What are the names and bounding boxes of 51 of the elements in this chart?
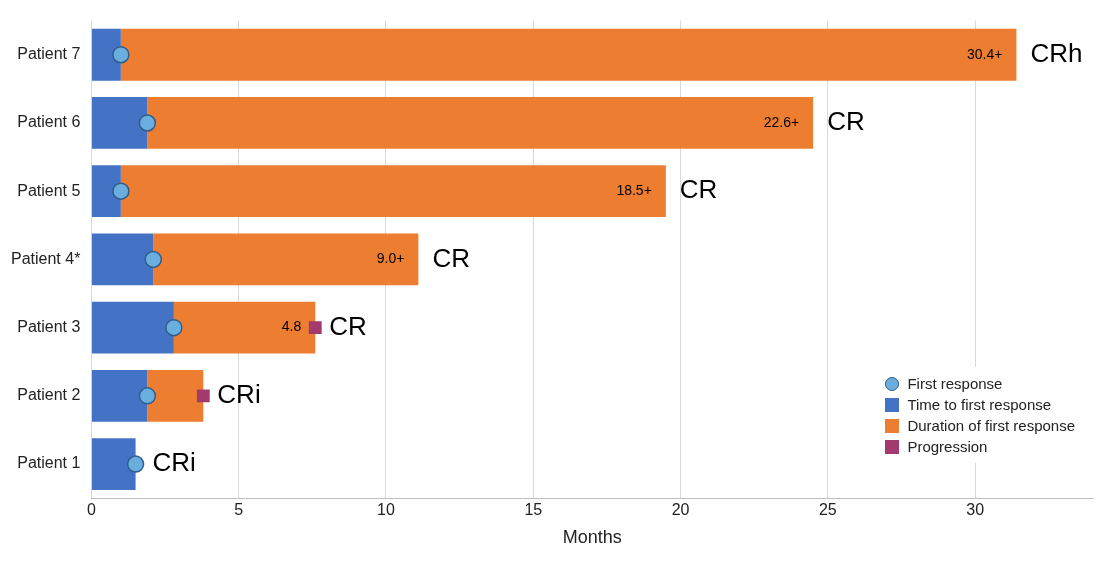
bar bbox=[173, 301, 316, 354]
bar bbox=[91, 233, 154, 286]
x-tick-label: 5 bbox=[234, 501, 244, 519]
legend-label: Progression bbox=[907, 438, 988, 455]
point bbox=[138, 387, 157, 405]
x-tick-label: 25 bbox=[818, 501, 837, 519]
data-label: 4.8 bbox=[281, 318, 302, 335]
annotation: CRi bbox=[217, 379, 261, 410]
data-label: 18.5+ bbox=[616, 182, 652, 199]
y-tick-label: Patient 2 bbox=[17, 386, 81, 404]
x-tick-label: 15 bbox=[524, 501, 543, 519]
bar bbox=[91, 369, 148, 422]
y-tick-label: Patient 3 bbox=[17, 318, 81, 336]
y-tick-label: Patient 6 bbox=[17, 113, 81, 131]
bar bbox=[120, 28, 1017, 81]
point bbox=[126, 455, 145, 473]
data-label: 22.6+ bbox=[763, 113, 800, 130]
bar bbox=[147, 369, 204, 422]
y-tick-label: Patient 1 bbox=[17, 454, 81, 472]
x-tick-label: 20 bbox=[671, 501, 690, 519]
x-tick-label: 0 bbox=[86, 501, 96, 519]
point bbox=[112, 45, 130, 64]
y-tick-label: Patient 4* bbox=[10, 249, 81, 267]
x-tick-label: 30 bbox=[966, 501, 985, 519]
bar bbox=[91, 97, 148, 149]
data-label: 30.4+ bbox=[966, 45, 1003, 62]
point bbox=[112, 182, 130, 200]
annotation: CR bbox=[827, 106, 865, 137]
bar bbox=[153, 233, 419, 286]
point bbox=[144, 250, 162, 269]
legend-label: Duration of first response bbox=[907, 417, 1075, 434]
data-label: 9.0+ bbox=[376, 250, 405, 267]
point bbox=[165, 318, 183, 337]
legend-label: First response bbox=[907, 375, 1003, 392]
bar bbox=[91, 438, 136, 491]
x-axis-title: Months bbox=[562, 527, 622, 548]
annotation: CR bbox=[432, 242, 470, 273]
point bbox=[138, 114, 157, 132]
bar bbox=[91, 165, 121, 218]
annotation: CR bbox=[679, 174, 718, 205]
bar bbox=[147, 97, 814, 149]
annotation: CRi bbox=[152, 447, 196, 478]
annotation: CR bbox=[329, 310, 367, 341]
x-tick-label: 10 bbox=[377, 501, 395, 519]
bar bbox=[91, 301, 174, 354]
bar bbox=[91, 28, 121, 81]
annotation: CRh bbox=[1030, 37, 1083, 68]
y-tick-label: Patient 5 bbox=[17, 181, 81, 199]
bar bbox=[120, 165, 666, 218]
legend-label: Time to first response bbox=[907, 396, 1052, 413]
y-tick-label: Patient 7 bbox=[17, 45, 81, 63]
